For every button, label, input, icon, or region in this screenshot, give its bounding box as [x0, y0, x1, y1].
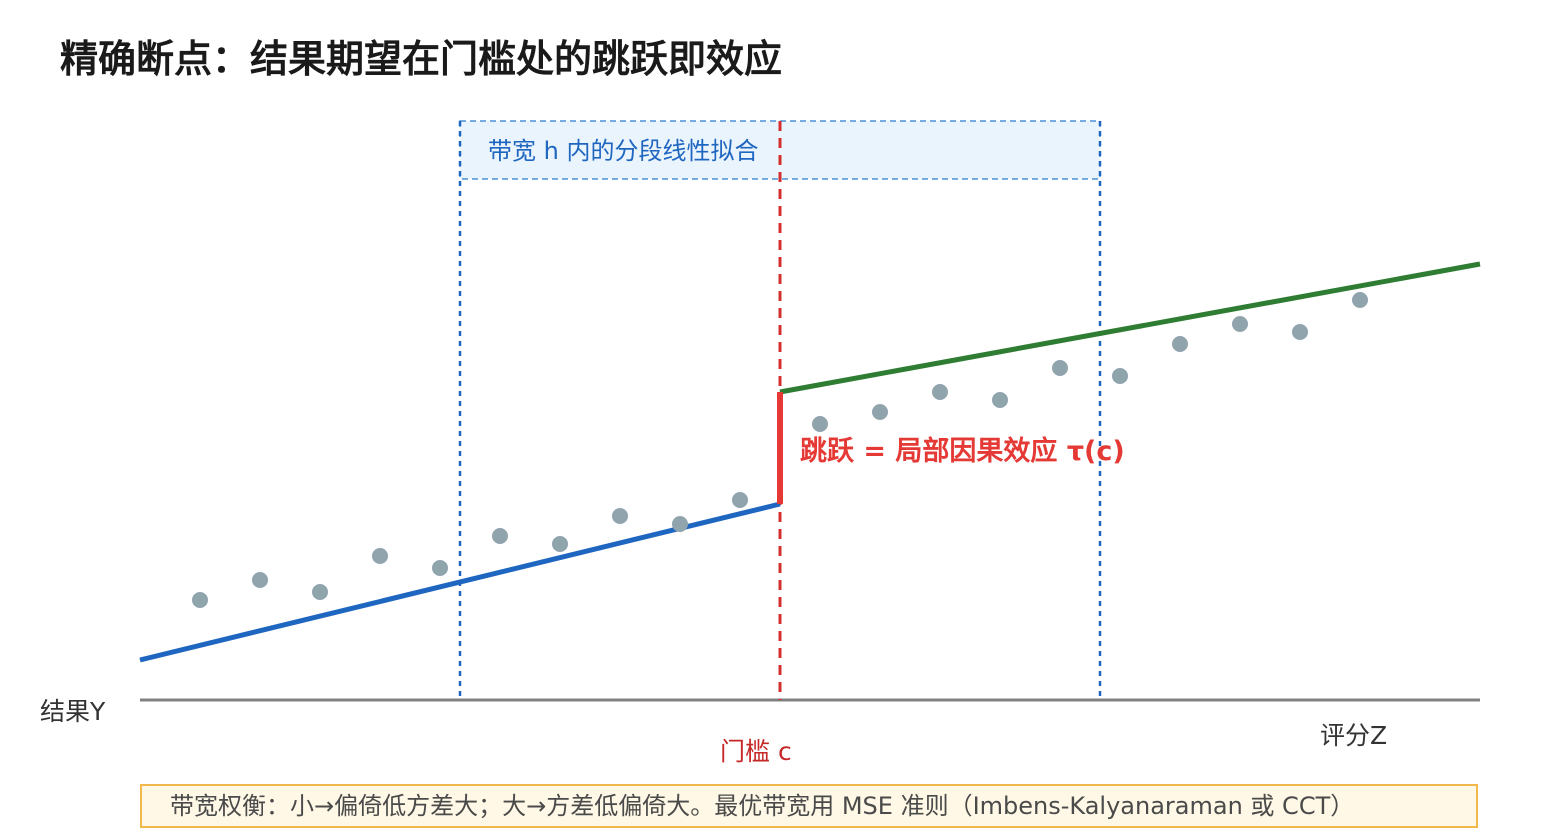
scatter-points: [192, 292, 1368, 608]
left-fit-line: [139, 501, 781, 663]
x-axis-label: 评分Z: [1320, 721, 1387, 750]
data-point: [252, 572, 268, 588]
data-point: [1172, 336, 1188, 352]
data-point: [872, 404, 888, 420]
y-axis-label: 结果Y: [40, 697, 106, 726]
data-point: [372, 548, 388, 564]
data-point: [1052, 360, 1068, 376]
data-point: [1112, 368, 1128, 384]
data-point: [992, 392, 1008, 408]
data-point: [812, 416, 828, 432]
data-point: [432, 560, 448, 576]
data-point: [492, 528, 508, 544]
bandwidth-label: 带宽 h 内的分段线性拟合: [488, 137, 758, 165]
data-point: [612, 508, 628, 524]
data-point: [1292, 324, 1308, 340]
threshold-label: 门槛 c: [720, 737, 792, 766]
data-point: [1352, 292, 1368, 308]
data-point: [192, 592, 208, 608]
page-title: 精确断点：结果期望在门槛处的跳跃即效应: [60, 37, 783, 81]
data-point: [932, 384, 948, 400]
data-point: [672, 516, 688, 532]
right-fit-line: [779, 261, 1481, 395]
jump-label: 跳跃 = 局部因果效应 τ(c): [800, 435, 1125, 467]
data-point: [1232, 316, 1248, 332]
bandwidth-tradeoff-note: 带宽权衡：小→偏倚低方差大；大→方差低偏倚大。最优带宽用 MSE 准则（Imbe…: [140, 784, 1478, 828]
data-point: [312, 584, 328, 600]
data-point: [732, 492, 748, 508]
data-point: [552, 536, 568, 552]
